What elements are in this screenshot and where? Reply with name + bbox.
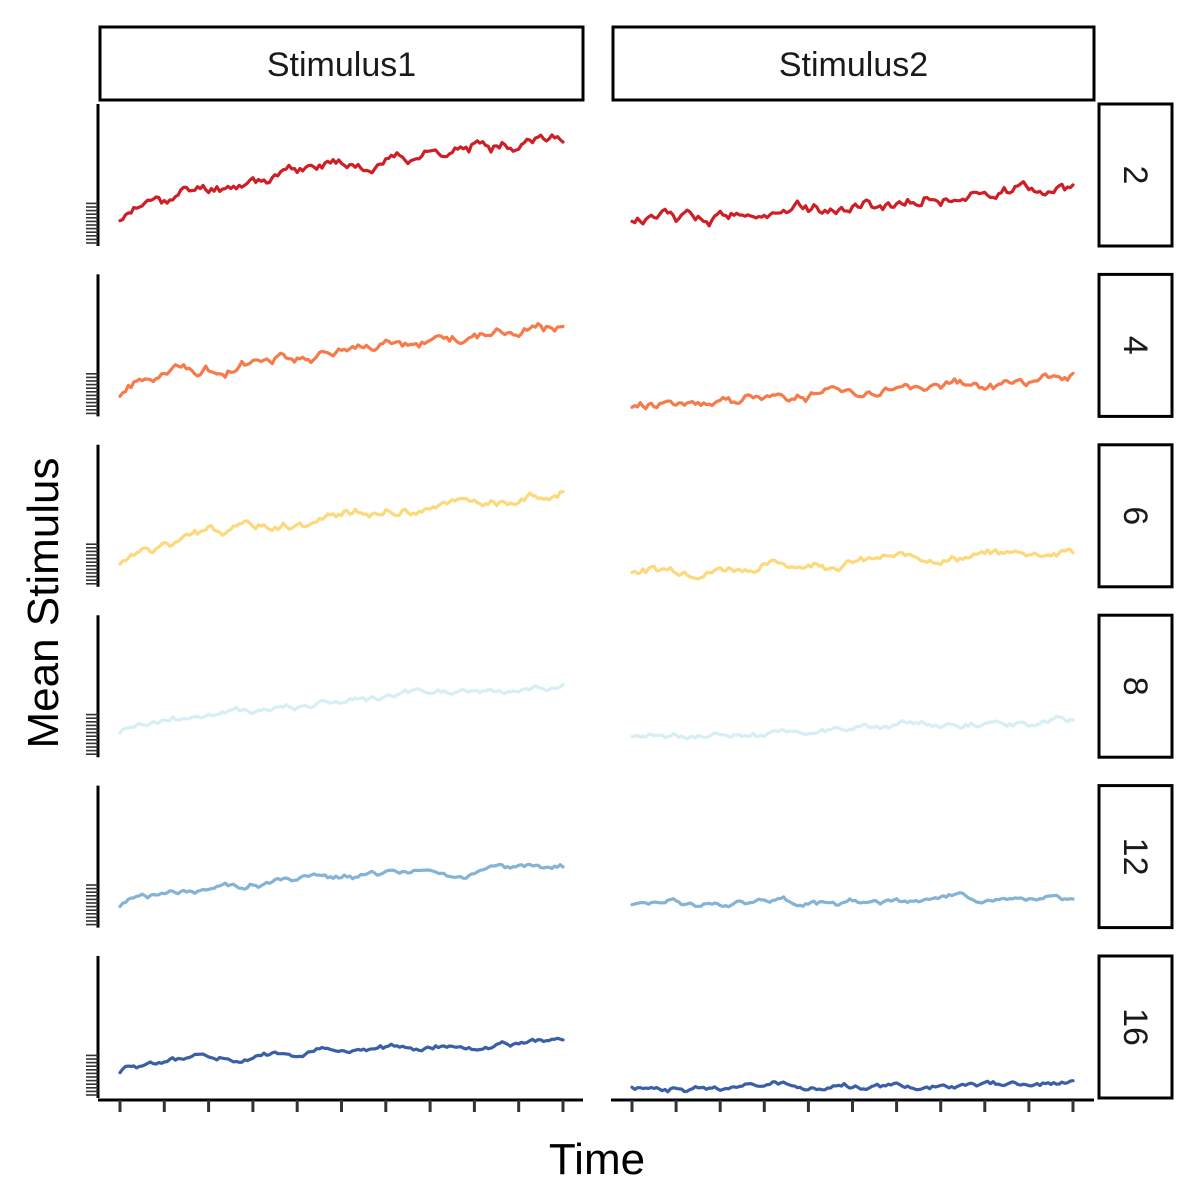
series-line-stimulus2-8 <box>630 714 1075 741</box>
series-line-stimulus2-16 <box>630 1079 1075 1094</box>
row-strip-label: 16 <box>1116 1008 1154 1046</box>
row-strip-box <box>1097 784 1174 930</box>
row-strip-box <box>1097 102 1174 248</box>
y-axis-title: Mean Stimulus <box>19 457 68 748</box>
series-line-stimulus1-12 <box>118 862 565 909</box>
column-strip-box <box>98 25 585 102</box>
row-strip-box <box>1097 613 1174 759</box>
series-line-stimulus2-2 <box>630 180 1075 228</box>
row-strip-box <box>1097 954 1174 1100</box>
series-line-stimulus1-16 <box>118 1036 565 1075</box>
row-strip-label: 8 <box>1116 677 1154 696</box>
series-line-stimulus1-8 <box>118 683 565 735</box>
series-line-stimulus2-12 <box>630 891 1075 909</box>
column-strip-label: Stimulus2 <box>779 46 928 84</box>
series-line-stimulus2-6 <box>630 547 1075 581</box>
x-axis-title: Time <box>549 1135 645 1184</box>
column-strips: Stimulus1 Stimulus2 <box>98 25 1096 102</box>
series-line-stimulus1-2 <box>118 133 565 223</box>
row-strip-label: 12 <box>1116 838 1154 876</box>
column-strip-box <box>611 25 1096 102</box>
row-strip-label: 2 <box>1116 166 1154 185</box>
row-strip-box <box>1097 272 1174 418</box>
row-strips: 2 4 6 8 12 16 <box>1097 102 1174 1100</box>
series-line-stimulus1-6 <box>118 490 565 566</box>
series-line-stimulus2-4 <box>630 371 1075 411</box>
row-strip-label: 4 <box>1116 336 1154 355</box>
axes <box>86 104 1094 1112</box>
series-line-stimulus1-4 <box>118 322 565 398</box>
series-lines <box>118 133 1075 1094</box>
column-strip-label: Stimulus1 <box>267 46 416 84</box>
row-strip-label: 6 <box>1116 506 1154 525</box>
row-strip-box <box>1097 443 1174 589</box>
